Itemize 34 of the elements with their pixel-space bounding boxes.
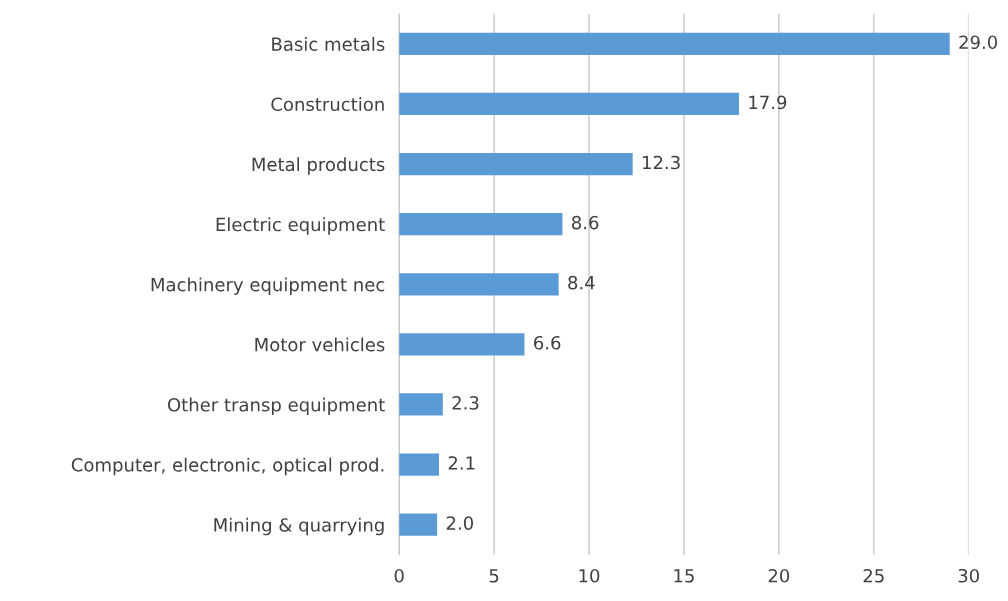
data-label: 12.3 [642,155,680,170]
bar [399,513,438,536]
y-tick-label: Computer, electronic, optical prod. [71,457,384,476]
data-label: 8.4 [568,275,595,290]
data-label: 6.6 [534,335,561,350]
y-tick-label: Metal products [252,157,385,175]
x-tick-label: 30 [958,568,979,583]
x-tick-label: 25 [863,568,884,583]
data-label: 2.1 [448,456,475,470]
y-tick-label: Basic metals [272,37,385,51]
bar [399,92,739,116]
bar [399,453,440,476]
y-tick-label: Other transp equipment [167,397,385,416]
data-label: 2.3 [452,396,479,410]
data-label: 29.0 [959,35,998,50]
y-tick-label: Mining & quarrying [214,517,384,536]
y-tick-label: Construction [271,97,384,112]
x-tick-label: 5 [489,569,499,583]
bar [399,273,559,296]
bar [399,152,633,176]
x-tick-label: 10 [579,568,600,583]
x-tick-label: 15 [674,569,694,583]
x-tick-label: 0 [394,568,404,583]
bar [399,333,525,356]
bar [399,32,950,55]
y-tick-label: Electric equipment [216,217,385,235]
data-label: 17.9 [749,95,787,110]
bar [399,213,563,236]
y-tick-label: Motor vehicles [255,337,385,352]
x-tick-label: 20 [768,568,790,583]
bar [399,393,443,416]
data-label: 2.0 [446,516,473,530]
data-label: 8.6 [571,215,599,230]
y-tick-label: Machinery equipment nec [151,277,385,295]
